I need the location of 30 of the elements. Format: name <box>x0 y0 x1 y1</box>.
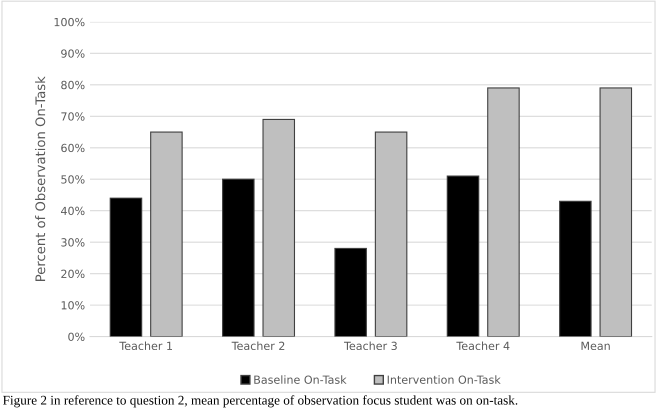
y-tick-label: 30% <box>61 238 85 247</box>
y-axis-title: Percent of Observation On-Task <box>35 76 46 281</box>
x-tick-label: Teacher 1 <box>119 341 172 350</box>
bar <box>446 176 480 337</box>
y-tick-label: 0% <box>68 332 85 341</box>
y-tick-label: 20% <box>61 270 85 278</box>
y-tick-label: 50% <box>61 175 85 184</box>
bar <box>559 200 592 337</box>
bar <box>262 118 296 337</box>
y-tick-label: 60% <box>61 144 85 152</box>
bar <box>110 198 142 337</box>
x-tick-label: Teacher 4 <box>456 341 510 350</box>
bar <box>487 87 520 337</box>
x-tick-label: Teacher 3 <box>344 341 397 350</box>
y-tick-label: 40% <box>60 206 85 216</box>
bar <box>222 178 255 337</box>
y-tick-label: 70% <box>61 112 85 121</box>
bar <box>334 248 367 337</box>
bar <box>374 131 408 337</box>
caption: Figure 2 in reference to question 2, mean percentage of observation focus student was on on-task. <box>3 395 518 408</box>
legend-label: Intervention On-Task <box>388 375 501 384</box>
y-tick-label: 100% <box>54 18 85 26</box>
y-tick-label: 80% <box>61 80 85 90</box>
bar <box>600 87 632 337</box>
y-tick-label: 10% <box>62 301 85 310</box>
legend-label: Baseline On-Task <box>254 375 347 384</box>
bar <box>150 131 183 337</box>
x-tick-label: Mean <box>582 342 610 350</box>
y-tick-label: 90% <box>61 49 85 58</box>
x-tick-label: Teacher 2 <box>232 341 284 350</box>
